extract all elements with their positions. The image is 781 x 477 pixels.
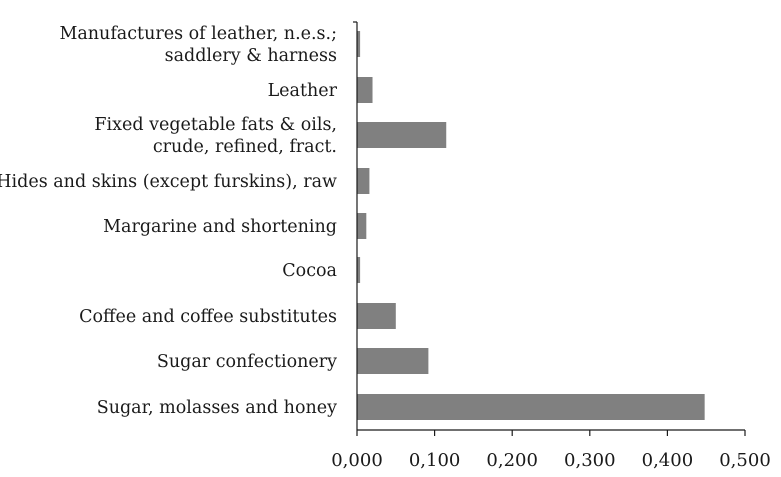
category-label-7-line-0: Sugar confectionery	[157, 352, 337, 372]
bar-1	[357, 77, 373, 103]
category-label-1-line-0: Leather	[268, 81, 338, 101]
x-tick-label-5: 0,500	[719, 450, 771, 471]
bar-4	[357, 213, 367, 239]
x-tick-label-2: 0,200	[486, 450, 538, 471]
category-label-2-line-1: crude, refined, fract.	[153, 137, 337, 157]
bars-group	[357, 31, 705, 420]
category-label-6: Coffee and coffee substitutes	[79, 307, 337, 327]
category-label-2: Fixed vegetable fats & oils, crude, refin…	[94, 115, 337, 157]
category-label-3: Hides and skins (except furskins), raw	[0, 172, 337, 192]
category-label-4-line-0: Margarine and shortening	[103, 217, 337, 237]
category-label-0-line-0: Manufactures of leather, n.e.s.;	[59, 24, 337, 44]
bar-2	[357, 122, 447, 148]
category-label-2-line-0: Fixed vegetable fats & oils,	[94, 115, 337, 135]
bar-5	[357, 257, 361, 283]
category-label-0: Manufactures of leather, n.e.s.; saddlery…	[59, 24, 337, 66]
category-label-0-line-1: saddlery & harness	[165, 46, 337, 66]
category-label-7: Sugar confectionery	[157, 352, 337, 372]
bar-6	[357, 303, 396, 329]
category-label-4: Margarine and shortening	[103, 217, 337, 237]
category-labels-group: Manufactures of leather, n.e.s.; saddlery…	[0, 24, 338, 418]
category-label-5-line-0: Cocoa	[282, 261, 337, 281]
bar-0	[357, 31, 361, 57]
bar-7	[357, 348, 429, 374]
x-tick-label-1: 0,100	[409, 450, 461, 471]
x-tick-label-3: 0,300	[564, 450, 616, 471]
category-label-8-line-0: Sugar, molasses and honey	[97, 398, 337, 418]
bar-8	[357, 394, 705, 420]
bar-3	[357, 168, 370, 194]
category-label-6-line-0: Coffee and coffee substitutes	[79, 307, 337, 327]
axes-group: 0,000 0,100 0,200 0,300 0,400 0,500	[331, 21, 771, 471]
x-tick-label-4: 0,400	[642, 450, 694, 471]
category-label-1: Leather	[268, 81, 338, 101]
category-label-3-line-0: Hides and skins (except furskins), raw	[0, 172, 337, 192]
category-label-5: Cocoa	[282, 261, 337, 281]
x-tick-label-0: 0,000	[331, 450, 383, 471]
category-label-8: Sugar, molasses and honey	[97, 398, 337, 418]
